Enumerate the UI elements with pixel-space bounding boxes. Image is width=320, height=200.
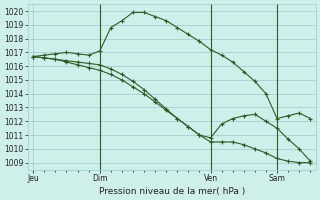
X-axis label: Pression niveau de la mer( hPa ): Pression niveau de la mer( hPa )	[99, 187, 245, 196]
